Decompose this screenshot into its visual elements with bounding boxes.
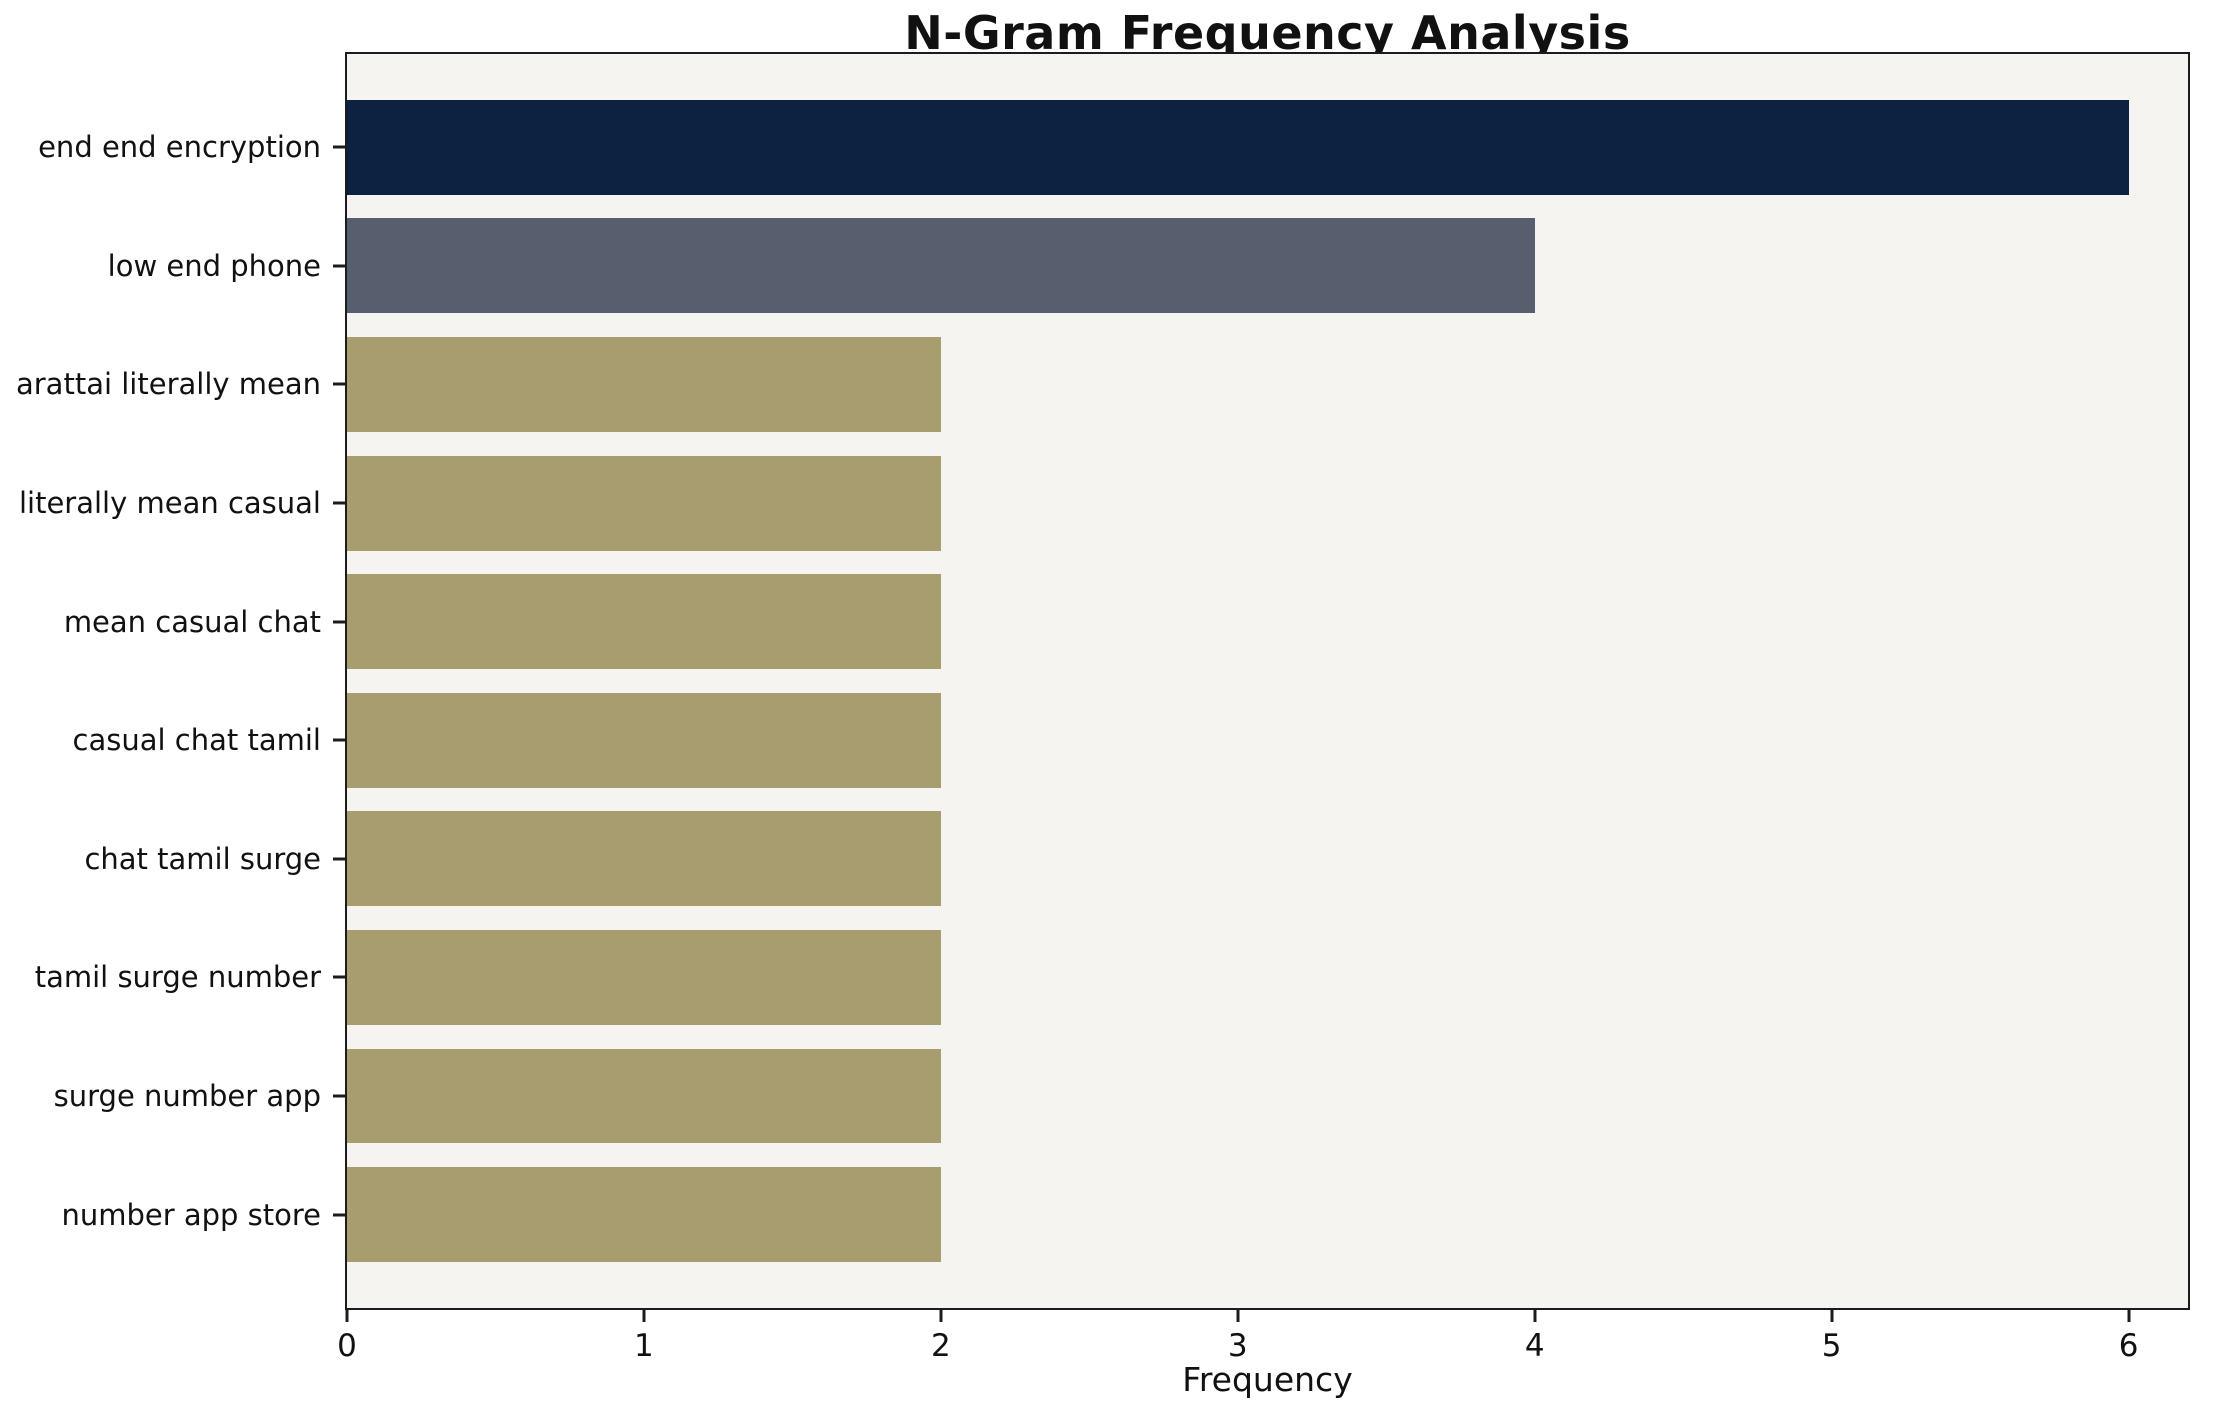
- bars-container: [347, 54, 2188, 1308]
- y-tick-mark: [333, 738, 345, 742]
- y-tick-label-text: literally mean casual: [18, 486, 321, 521]
- y-tick-mark: [333, 382, 345, 386]
- x-tick-mark-4: [1533, 1310, 1537, 1322]
- y-tick-label-number-app-store: number app store: [5, 1155, 345, 1274]
- bar-low-end-phone: [347, 218, 1535, 314]
- y-tick-mark: [333, 264, 345, 268]
- bar-row-literally-mean-casual: [347, 444, 2188, 563]
- y-tick-label-chat-tamil-surge: chat tamil surge: [5, 800, 345, 919]
- x-tick-label-4: 4: [1524, 1328, 1545, 1364]
- y-tick-label-literally-mean-casual: literally mean casual: [5, 444, 345, 563]
- bar-row-number-app-store: [347, 1155, 2188, 1274]
- x-tick-label-3: 3: [1227, 1328, 1248, 1364]
- y-tick-mark: [333, 857, 345, 861]
- y-tick-label-text: arattai literally mean: [15, 367, 321, 402]
- x-tick-label-0: 0: [337, 1328, 357, 1364]
- y-axis: end end encryption low end phone arattai l…: [5, 54, 345, 1308]
- y-tick-label-casual-chat-tamil: casual chat tamil: [5, 681, 345, 800]
- y-tick-mark: [333, 145, 345, 149]
- bar-row-tamil-surge-number: [347, 918, 2188, 1037]
- x-axis-title: Frequency: [1182, 1360, 1353, 1399]
- bar-row-mean-casual-chat: [347, 562, 2188, 681]
- bar-row-surge-number-app: [347, 1037, 2188, 1156]
- y-tick-label-text: number app store: [61, 1197, 321, 1232]
- bar-end-end-encryption: [347, 99, 2129, 195]
- y-tick-label-low-end-phone: low end phone: [5, 207, 345, 326]
- y-tick-label-text: end end encryption: [38, 130, 321, 165]
- bar-arattai-literally-mean: [347, 337, 941, 432]
- y-tick-mark: [333, 501, 345, 505]
- x-axis: 0 1 2 3 4 5 6: [337, 1308, 2188, 1378]
- y-tick-label-text: tamil surge number: [34, 960, 321, 995]
- y-tick-label-tamil-surge-number: tamil surge number: [5, 918, 345, 1037]
- bar-surge-number-app: [347, 1048, 941, 1144]
- x-tick-label-6: 6: [2118, 1328, 2139, 1364]
- bar-row-end-end-encryption: [347, 88, 2188, 207]
- y-tick-label-end-end-encryption: end end encryption: [5, 88, 345, 207]
- x-tick-label-2: 2: [930, 1328, 951, 1364]
- x-tick-label-5: 5: [1821, 1328, 1842, 1364]
- bar-row-low-end-phone: [347, 207, 2188, 326]
- bar-row-chat-tamil-surge: [347, 800, 2188, 919]
- bar-chat-tamil-surge: [347, 811, 941, 907]
- plot-area: end end encryption low end phone arattai l…: [16, 52, 2190, 1364]
- y-tick-label-text: surge number app: [53, 1079, 321, 1114]
- x-tick-mark-6: [2127, 1310, 2131, 1322]
- bar-row-arattai-literally-mean: [347, 325, 2188, 444]
- x-tick-mark-2: [939, 1310, 943, 1322]
- bar-row-casual-chat-tamil: [347, 681, 2188, 800]
- bar-mean-casual-chat: [347, 574, 941, 670]
- chart-title: N-Gram Frequency Analysis: [904, 6, 1631, 60]
- x-tick-mark-0: [345, 1310, 349, 1322]
- y-tick-label-text: casual chat tamil: [72, 723, 321, 758]
- bar-tamil-surge-number: [347, 930, 941, 1025]
- y-tick-label-arattai-literally-mean: arattai literally mean: [5, 325, 345, 444]
- bar-number-app-store: [347, 1167, 941, 1263]
- x-tick-mark-1: [642, 1310, 646, 1322]
- y-tick-mark: [333, 1213, 345, 1217]
- y-tick-label-text: low end phone: [107, 248, 321, 283]
- x-tick-mark-3: [1236, 1310, 1240, 1322]
- bar-casual-chat-tamil: [347, 692, 941, 788]
- x-tick-label-1: 1: [634, 1328, 654, 1364]
- y-tick-mark: [333, 1094, 345, 1098]
- y-tick-label-surge-number-app: surge number app: [5, 1037, 345, 1156]
- bar-literally-mean-casual: [347, 455, 941, 551]
- y-tick-label-mean-casual-chat: mean casual chat: [5, 562, 345, 681]
- y-tick-label-text: chat tamil surge: [84, 841, 321, 876]
- y-tick-mark: [333, 975, 345, 979]
- y-tick-mark: [333, 620, 345, 624]
- y-tick-label-text: mean casual chat: [63, 604, 321, 639]
- x-tick-mark-5: [1830, 1310, 1834, 1322]
